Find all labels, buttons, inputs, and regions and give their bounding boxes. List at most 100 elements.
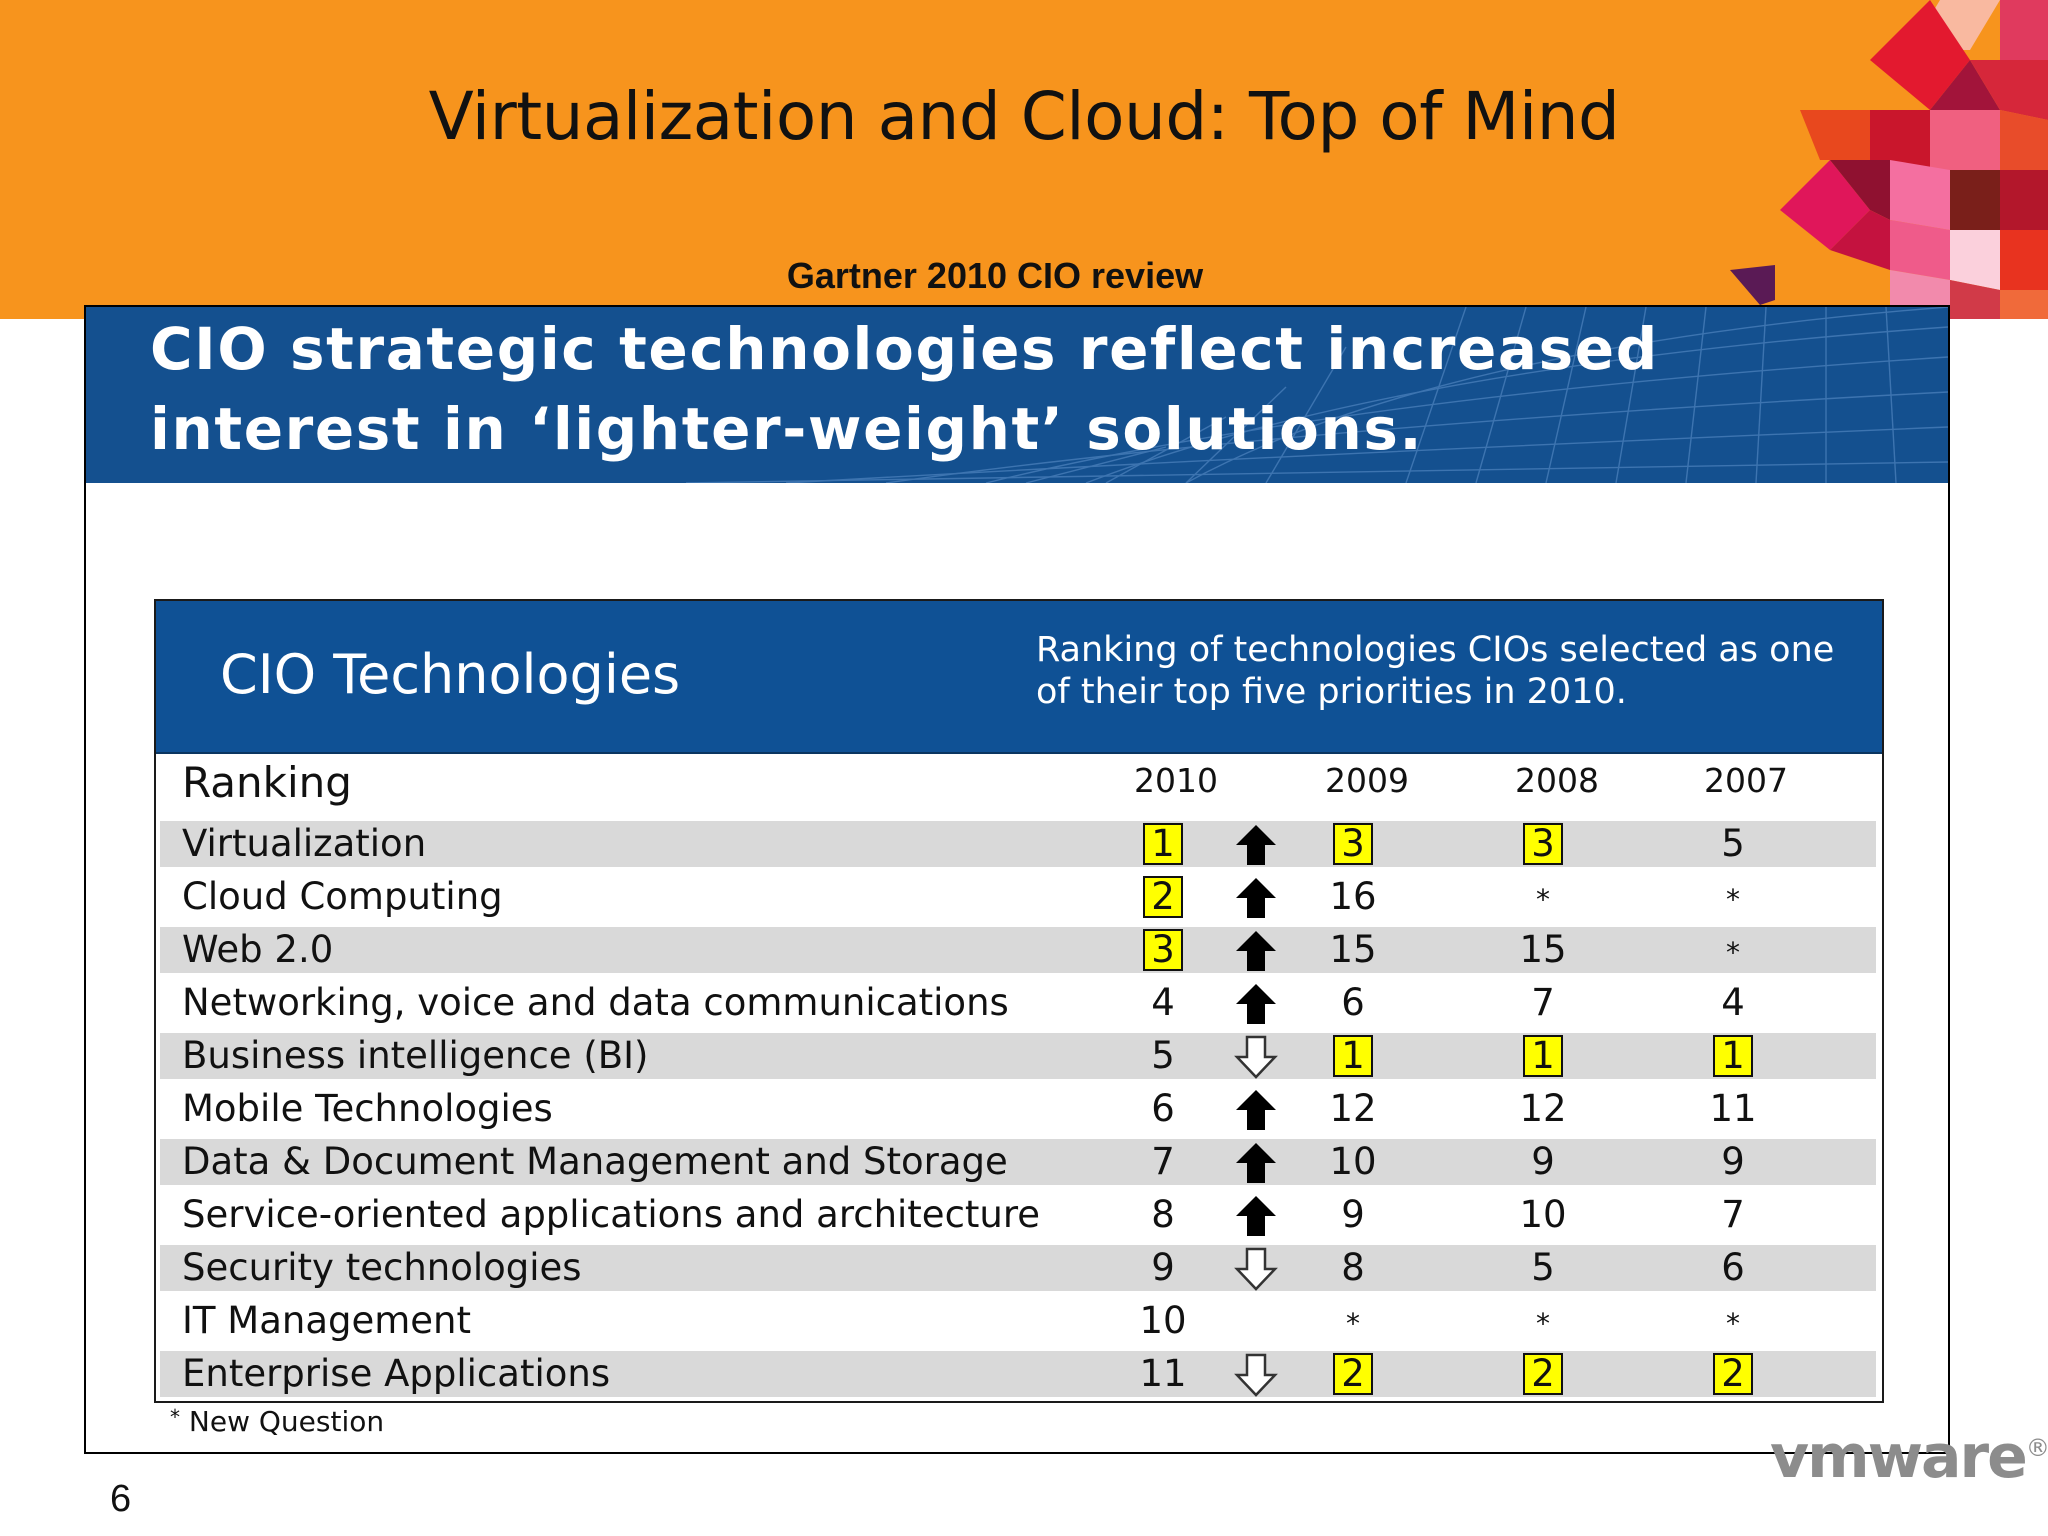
technology-name: Mobile Technologies	[182, 1087, 553, 1130]
banner-line-2: interest in ‘lighter-weight’ solutions.	[150, 395, 1424, 463]
page-number: 6	[110, 1478, 132, 1520]
rank-cell-2007: 11	[1688, 1086, 1778, 1132]
rank-value: 5	[1721, 822, 1745, 865]
rank-value: *	[1536, 883, 1550, 916]
technology-name: Networking, voice and data communication…	[182, 981, 1009, 1024]
rank-value: 8	[1341, 1246, 1365, 1289]
decorative-mosaic	[1730, 0, 2048, 319]
rank-value: 8	[1151, 1193, 1175, 1236]
rank-value: 6	[1721, 1246, 1745, 1289]
highlighted-rank: 3	[1523, 823, 1563, 865]
arrow-down-icon	[1234, 1353, 1278, 1397]
table-header: CIO Technologies Ranking of technologies…	[156, 601, 1882, 754]
rank-cell-2007: 7	[1688, 1192, 1778, 1238]
arrow-down-icon	[1234, 1247, 1278, 1291]
arrow-up-icon	[1234, 1088, 1278, 1132]
rank-value: 7	[1531, 981, 1555, 1024]
rank-cell-2007: 1	[1688, 1033, 1778, 1079]
table-row: Security technologies 9 8 5 6	[160, 1245, 1876, 1291]
arrow-up-icon	[1234, 823, 1278, 867]
table-row: Mobile Technologies 6 12 12 11	[160, 1086, 1876, 1132]
rank-cell-2007: *	[1688, 874, 1778, 920]
rank-cell-2008: 9	[1498, 1139, 1588, 1185]
rank-value: 7	[1151, 1140, 1175, 1183]
rank-value: 5	[1151, 1034, 1175, 1077]
banner-heading: CIO strategic technologies reflect incre…	[150, 307, 1850, 469]
highlighted-rank: 3	[1333, 823, 1373, 865]
table-description: Ranking of technologies CIOs selected as…	[1036, 630, 1835, 712]
rank-value: 15	[1329, 928, 1377, 971]
rank-cell-2010: 8	[1118, 1192, 1208, 1238]
arrow-up-icon	[1234, 1141, 1278, 1185]
rank-cell-2007: 9	[1688, 1139, 1778, 1185]
vmware-logo: vmware®	[1770, 1422, 2048, 1492]
rank-cell-2009: 2	[1308, 1351, 1398, 1397]
footnote-marker: *	[170, 1405, 180, 1429]
highlighted-rank: 1	[1143, 823, 1183, 865]
table-row: Service-oriented applications and archit…	[160, 1192, 1876, 1238]
rank-cell-2007: 6	[1688, 1245, 1778, 1291]
rank-cell-2008: *	[1498, 874, 1588, 920]
rank-cell-2009: 1	[1308, 1033, 1398, 1079]
ranking-table: CIO Technologies Ranking of technologies…	[154, 599, 1884, 1403]
rank-cell-2009: 9	[1308, 1192, 1398, 1238]
banner-grid-pattern	[685, 307, 1948, 483]
technology-name: Business intelligence (BI)	[182, 1034, 649, 1077]
slide-header-band	[0, 0, 2048, 319]
rank-cell-2007: 2	[1688, 1351, 1778, 1397]
rank-cell-2010: 9	[1118, 1245, 1208, 1291]
table-row: Cloud Computing 2 16 * *	[160, 874, 1876, 920]
rank-value: 12	[1519, 1087, 1567, 1130]
rank-value: 4	[1721, 981, 1745, 1024]
rank-value: 12	[1329, 1087, 1377, 1130]
table-row: Networking, voice and data communication…	[160, 980, 1876, 1026]
rank-cell-2008: 2	[1498, 1351, 1588, 1397]
table-row: IT Management 10 * * *	[160, 1298, 1876, 1344]
banner-line-1: CIO strategic technologies reflect incre…	[150, 315, 1659, 383]
highlighted-rank: 1	[1713, 1035, 1753, 1077]
rank-cell-2010: 5	[1118, 1033, 1208, 1079]
highlighted-rank: 3	[1143, 929, 1183, 971]
year-header-2009: 2009	[1325, 761, 1409, 800]
rank-value: 9	[1721, 1140, 1745, 1183]
rank-cell-2009: 12	[1308, 1086, 1398, 1132]
footnote: * New Question	[170, 1405, 384, 1438]
rank-cell-2008: 1	[1498, 1033, 1588, 1079]
technology-name: Data & Document Management and Storage	[182, 1140, 1008, 1183]
rank-cell-2010: 1	[1118, 821, 1208, 867]
rank-value: 11	[1139, 1352, 1187, 1395]
arrow-up-icon	[1234, 982, 1278, 1026]
rank-value: 9	[1531, 1140, 1555, 1183]
rank-value: 10	[1329, 1140, 1377, 1183]
table-row: Data & Document Management and Storage 7 1…	[160, 1139, 1876, 1185]
highlighted-rank: 2	[1523, 1353, 1563, 1395]
technology-name: Security technologies	[182, 1246, 582, 1289]
rank-cell-2009: 10	[1308, 1139, 1398, 1185]
arrow-down-icon	[1234, 1035, 1278, 1079]
rank-value: *	[1726, 883, 1740, 916]
year-header-2010: 2010	[1134, 761, 1218, 800]
rank-cell-2008: 3	[1498, 821, 1588, 867]
rank-cell-2008: 7	[1498, 980, 1588, 1026]
technology-name: Virtualization	[182, 822, 427, 865]
rank-cell-2008: 10	[1498, 1192, 1588, 1238]
logo-registered-mark: ®	[2025, 1434, 2048, 1462]
rank-value: 6	[1341, 981, 1365, 1024]
slide-title: Virtualization and Cloud: Top of Mind	[428, 78, 1620, 155]
highlighted-rank: 1	[1523, 1035, 1563, 1077]
rank-value: 5	[1531, 1246, 1555, 1289]
rank-cell-2010: 6	[1118, 1086, 1208, 1132]
technology-name: Cloud Computing	[182, 875, 503, 918]
rank-cell-2010: 2	[1118, 874, 1208, 920]
rank-cell-2010: 3	[1118, 927, 1208, 973]
rank-cell-2009: 16	[1308, 874, 1398, 920]
slide-subtitle: Gartner 2010 CIO review	[786, 255, 1204, 296]
rank-value: 6	[1151, 1087, 1175, 1130]
rank-value: 9	[1151, 1246, 1175, 1289]
gartner-figure: CIO strategic technologies reflect incre…	[84, 305, 1950, 1454]
technology-name: Web 2.0	[182, 928, 334, 971]
table-row: Enterprise Applications 11 2 2 2	[160, 1351, 1876, 1397]
rank-cell-2008: 5	[1498, 1245, 1588, 1291]
rank-cell-2009: 15	[1308, 927, 1398, 973]
rank-cell-2009: 6	[1308, 980, 1398, 1026]
